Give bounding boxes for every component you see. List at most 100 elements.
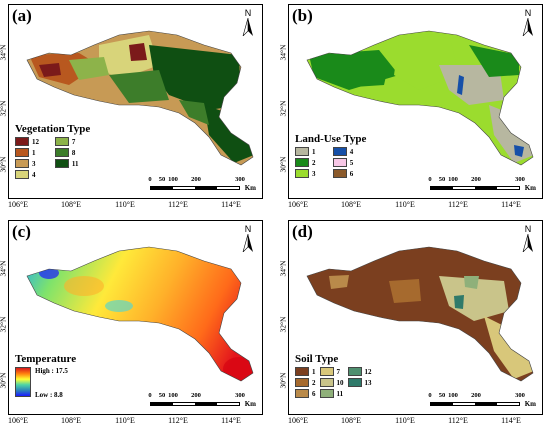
longitude-label: 112°E [168,416,188,425]
longitude-label: 114°E [501,200,521,209]
longitude-label: 106°E [7,200,29,209]
scale-bar: 0 50 100 200 300 Km [428,392,536,408]
longitude-label: 108°E [60,200,82,209]
longitude-label: 112°E [448,200,468,209]
land-use-map [306,30,534,166]
legend-swatch [54,148,69,157]
longitude-label: 106°E [287,200,309,209]
legend-item: 7 [319,367,344,376]
legend-swatch [295,367,309,376]
legend-swatch [332,158,347,167]
legend-item: 6 [295,389,316,398]
scale-tick: 50 [438,392,446,399]
map-panel-temperature: (c) N Temperature High : 17.5 Low : 8.8 … [8,220,263,415]
latitude-label: 34°N [0,44,8,61]
legend-item: 2 [295,158,329,167]
panel-label: (c) [12,222,31,241]
legend-code: 12 [364,367,372,376]
scale-tick: 100 [448,176,458,183]
legend-item: 4 [15,170,51,179]
legend-item: 12 [347,367,372,376]
longitude-label: 108°E [60,416,82,425]
map-panel-soil: (d) N Soil Type 1 7 12 2 10 13 6 11 0 50 100 200 30… [288,220,543,415]
longitude-label: 106°E [7,416,29,425]
legend-swatch [332,169,347,178]
scale-tick: 100 [448,392,458,399]
map-panel-vegetation: (a) N Vegetation Type 12 7 1 8 3 11 4 0 50 100 20… [8,4,263,199]
scale-tick: 50 [438,176,446,183]
scale-tick: 200 [191,176,201,183]
legend-swatch [295,378,309,387]
scale-tick: 200 [471,392,481,399]
legend-swatch [295,389,309,398]
scale-bar: 0 50 100 200 300 Km [148,176,256,192]
longitude-label: 108°E [340,200,362,209]
legend-swatch [347,367,362,376]
legend-item: 11 [54,159,90,168]
legend-code: 3 [312,169,316,178]
scale-bar: 0 50 100 200 300 Km [428,176,536,192]
legend-code: 11 [336,389,344,398]
legend: Soil Type 1 7 12 2 10 13 6 11 [295,353,372,398]
scale-tick: 100 [168,392,178,399]
legend-swatch [295,169,309,178]
latitude-label: 30°N [0,156,8,173]
legend-swatch [319,378,334,387]
longitude-label: 112°E [448,416,468,425]
panel-label: (a) [12,6,32,25]
latitude-label: 32°N [278,100,288,117]
scale-bar: 0 50 100 200 300 Km [148,392,256,408]
north-arrow-icon: N [240,224,256,252]
legend-title: Soil Type [295,353,339,365]
scale-tick: 300 [515,392,525,399]
longitude-label: 110°E [115,200,135,209]
color-ramp [15,367,31,397]
legend: Land-Use Type 1 4 2 5 3 6 [295,133,366,178]
scale-tick: 0 [148,176,152,183]
longitude-label: 110°E [395,416,415,425]
panel-label: (b) [292,6,313,25]
longitude-label: 108°E [340,416,362,425]
legend-swatch [15,159,29,168]
panel-label: (d) [292,222,313,241]
north-arrow-icon: N [520,224,536,252]
legend-code: 2 [312,378,316,387]
latitude-label: 30°N [278,156,288,173]
temperature-map [26,246,254,382]
legend-item: 3 [295,169,329,178]
longitude-label: 110°E [115,416,135,425]
legend-high: High : 17.5 [35,367,68,375]
legend-code: 10 [336,378,344,387]
scale-tick: 100 [168,176,178,183]
latitude-label: 34°N [278,44,288,61]
legend-swatch [54,159,69,168]
legend-swatch [54,137,69,146]
latitude-label: 30°N [0,372,8,389]
legend-code: 4 [32,170,36,179]
legend-code: 2 [312,158,316,167]
longitude-label: 114°E [221,200,241,209]
scale-tick: 50 [158,176,166,183]
longitude-label: 114°E [221,416,241,425]
longitude-label: 114°E [501,416,521,425]
scale-tick: 0 [428,176,432,183]
legend-swatch [295,147,309,156]
legend-code: 13 [364,378,372,387]
legend: Temperature High : 17.5 Low : 8.8 [15,353,76,399]
legend: Vegetation Type 12 7 1 8 3 11 4 [15,123,90,179]
legend-item: 10 [319,378,344,387]
legend-title: Land-Use Type [295,133,367,145]
legend-title: Vegetation Type [15,123,91,135]
legend-code: 6 [349,169,354,178]
north-arrow-icon: N [520,8,536,36]
latitude-label: 32°N [0,100,8,117]
legend-item: 13 [347,378,372,387]
legend-code: 3 [32,159,36,168]
scale-tick: 200 [191,392,201,399]
legend-code: 1 [312,367,316,376]
legend-item: 6 [332,169,367,178]
latitude-label: 32°N [278,316,288,333]
legend-code: 11 [71,159,79,168]
longitude-label: 106°E [287,416,309,425]
